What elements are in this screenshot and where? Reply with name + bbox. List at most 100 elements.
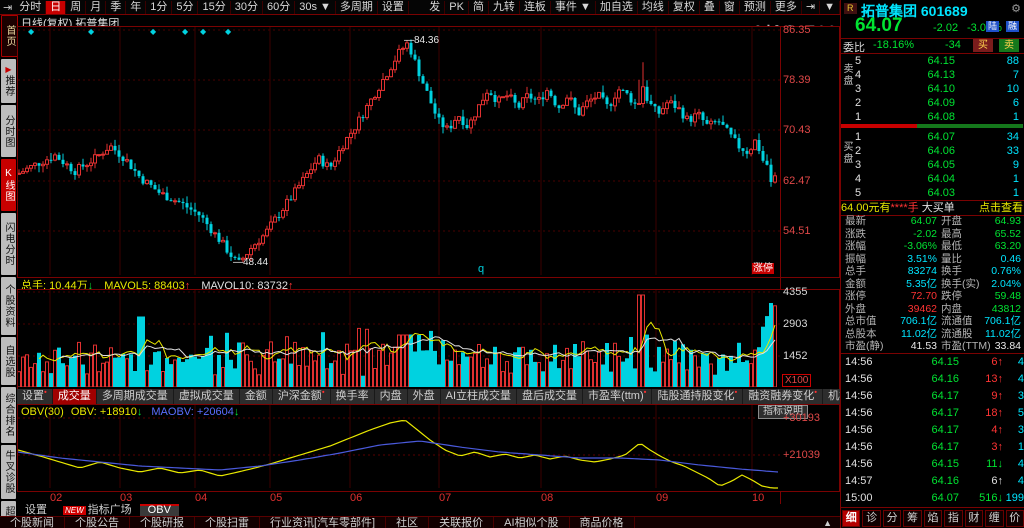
sidebar-item-K线图[interactable]: K线图 <box>1 159 16 211</box>
order-book-row[interactable]: 5 64.15 88 <box>855 54 1023 68</box>
tick-row[interactable]: 14:56 64.15 6↑ 4 <box>841 354 1024 371</box>
hk-connect-badge[interactable]: 陆 <box>985 21 999 32</box>
bottom-link-社区[interactable]: 社区 <box>386 517 430 528</box>
toolbar-button-更多[interactable]: 更多 <box>771 0 802 14</box>
toolbar-button-九转[interactable]: 九转 <box>489 0 520 14</box>
order-book-row[interactable]: 2 64.06 33 <box>855 144 1023 158</box>
toolbar-button-加自选[interactable]: 加自选 <box>596 0 638 14</box>
event-diamond-icon[interactable]: ◆ <box>225 27 232 36</box>
panel-tab-细[interactable]: 细 <box>842 510 861 527</box>
subtab-指标广场[interactable]: NEW 指标广场 <box>55 504 140 516</box>
toolbar-button-预测[interactable]: 预测 <box>740 0 771 14</box>
tick-row[interactable]: 14:56 64.17 9↑ 3 <box>841 388 1024 405</box>
sidebar-item-首页[interactable]: 首页 <box>1 15 18 57</box>
panel-tab-财[interactable]: 财 <box>964 510 984 527</box>
toolbar-button-▼[interactable]: ▼ <box>820 0 840 14</box>
order-book-row[interactable]: 1 64.08 1 <box>855 110 1023 124</box>
order-book-row[interactable]: 5 64.03 1 <box>855 186 1023 200</box>
indicator-tab-陆股通持股变化[interactable]: 陆股通持股变化• <box>652 389 744 404</box>
indicator-tab-外盘[interactable]: 外盘 <box>408 389 441 404</box>
indicator-tab-盘后成交量[interactable]: 盘后成交量 <box>517 389 584 404</box>
period-button-日[interactable]: 日 <box>46 0 67 14</box>
indicator-tab-内盘[interactable]: 内盘 <box>375 389 408 404</box>
scroll-top-icon[interactable]: ▲ <box>823 518 832 528</box>
indicator-tab-融资融券变化[interactable]: 融资融券变化• <box>743 389 824 404</box>
order-book-row[interactable]: 4 64.04 1 <box>855 172 1023 186</box>
event-diamond-icon[interactable]: ◆ <box>200 27 207 36</box>
subtab-设置[interactable]: 设置 <box>17 504 55 516</box>
period-button-1分[interactable]: 1分 <box>146 0 173 14</box>
obv-pane[interactable] <box>17 404 840 492</box>
sidebar-item-分时图[interactable]: 分时图 <box>1 105 16 157</box>
event-diamond-icon[interactable]: ◆ <box>182 27 189 36</box>
indicator-tab-沪深金额[interactable]: 沪深金额• <box>273 389 331 404</box>
indicator-tab-多周期成交量[interactable]: 多周期成交量 <box>97 389 174 404</box>
candle-pane[interactable] <box>17 26 840 278</box>
indicator-tab-成交量[interactable]: 成交量 <box>52 389 97 404</box>
tick-row[interactable]: 14:57 64.16 6↑ 4 <box>841 473 1024 490</box>
order-book-row[interactable]: 3 64.10 10 <box>855 82 1023 96</box>
toolbar-button-事件 ▼[interactable]: 事件 ▼ <box>551 0 596 14</box>
period-button-30s ▼[interactable]: 30s ▼ <box>295 0 336 14</box>
tick-row[interactable]: 14:56 64.17 3↑ 1 <box>841 439 1024 456</box>
bottom-link-AI相似个股[interactable]: AI相似个股 <box>494 517 570 528</box>
period-button-多周期[interactable]: 多周期 <box>336 0 378 14</box>
obv-chart[interactable] <box>18 405 780 489</box>
period-button-周[interactable]: 周 <box>66 0 87 14</box>
period-button-季[interactable]: 季 <box>106 0 127 14</box>
tick-row[interactable]: 14:56 64.15 11↓ 4 <box>841 456 1024 473</box>
indicator-tab-市盈率(ttm)[interactable]: 市盈率(ttm)• <box>583 389 653 404</box>
bottom-link-个股新闻[interactable]: 个股新闻 <box>0 517 65 528</box>
tick-row[interactable]: 14:56 64.17 18↑ 5 <box>841 405 1024 422</box>
indicator-tab-虚拟成交量[interactable]: 虚拟成交量 <box>174 389 240 404</box>
period-button-月[interactable]: 月 <box>86 0 107 14</box>
sidebar-item-个股资料[interactable]: 个股资料 <box>1 277 16 335</box>
toolbar-button-窗[interactable]: 窗 <box>720 0 740 14</box>
sell-button[interactable]: 卖 <box>999 39 1019 52</box>
toolbar-button-简[interactable]: 简 <box>469 0 489 14</box>
order-book-row[interactable]: 2 64.09 6 <box>855 96 1023 110</box>
event-diamond-icon[interactable]: ◆ <box>28 27 35 36</box>
sidebar-item-综合排名[interactable]: 综合排名 <box>1 387 16 443</box>
order-book-row[interactable]: 4 64.13 7 <box>855 68 1023 82</box>
period-button-5分[interactable]: 5分 <box>172 0 199 14</box>
big-order-alert[interactable]: 64.00元有****手 大买单 点击查看 <box>841 200 1024 216</box>
sidebar-item-闪电分时[interactable]: 闪电分时 <box>1 213 16 275</box>
event-diamond-icon[interactable]: ◆ <box>88 27 95 36</box>
bottom-link-关联报价[interactable]: 关联报价 <box>429 517 495 528</box>
order-book-row[interactable]: 3 64.05 9 <box>855 158 1023 172</box>
indicator-help-button[interactable]: 指标说明 <box>758 405 808 419</box>
period-button-30分[interactable]: 30分 <box>231 0 263 14</box>
tick-row[interactable]: 14:56 64.16 13↑ 4 <box>841 371 1024 388</box>
indicator-tab-换手率[interactable]: 换手率 <box>331 389 375 404</box>
sidebar-item-牛叉诊股[interactable]: 牛叉诊股 <box>1 445 16 499</box>
margin-badge[interactable]: 融 <box>1005 21 1019 32</box>
period-button-60分[interactable]: 60分 <box>263 0 296 14</box>
toolbar-button-发[interactable]: 发 <box>425 0 446 14</box>
bottom-link-个股扫雷[interactable]: 个股扫雷 <box>195 517 260 528</box>
tick-row[interactable]: 15:00 64.07 516↓ 199 <box>841 490 1024 507</box>
period-button-设置[interactable]: 设置 <box>378 0 409 14</box>
event-diamond-icon[interactable]: ◆ <box>150 27 157 36</box>
panel-tab-价[interactable]: 价 <box>1005 510 1024 527</box>
panel-tab-焰[interactable]: 焰 <box>923 510 943 527</box>
toolbar-button-复权[interactable]: 复权 <box>669 0 700 14</box>
buy-button[interactable]: 买 <box>973 39 993 52</box>
bottom-link-个股研报[interactable]: 个股研报 <box>130 517 195 528</box>
subtab-OBV[interactable]: OBV <box>139 504 179 516</box>
toolbar-button-叠[interactable]: 叠 <box>700 0 720 14</box>
toolbar-button-连板[interactable]: 连板 <box>520 0 551 14</box>
volume-chart[interactable] <box>18 290 780 387</box>
indicator-tab-金额[interactable]: 金额 <box>240 389 273 404</box>
indicator-tab-机构探测器[interactable]: 机构探测器• <box>823 389 840 404</box>
bottom-link-商品价格[interactable]: 商品价格 <box>570 517 635 528</box>
tick-list[interactable]: 14:56 64.15 6↑ 4 14:56 64.16 13↑ 4 14:56 64.17 9↑ 3… <box>841 354 1024 506</box>
toolbar-button-均线[interactable]: 均线 <box>638 0 669 14</box>
indicator-tab-AI立柱成交量[interactable]: AI立柱成交量 <box>441 389 518 404</box>
candlestick-chart[interactable] <box>18 27 780 275</box>
panel-tab-分[interactable]: 分 <box>882 510 902 527</box>
toolbar-button-PK[interactable]: PK <box>445 0 469 14</box>
sidebar-item-推荐[interactable]: ▶推荐 <box>1 59 16 103</box>
period-button-15分[interactable]: 15分 <box>198 0 231 14</box>
event-q-marker[interactable]: q <box>478 263 485 275</box>
